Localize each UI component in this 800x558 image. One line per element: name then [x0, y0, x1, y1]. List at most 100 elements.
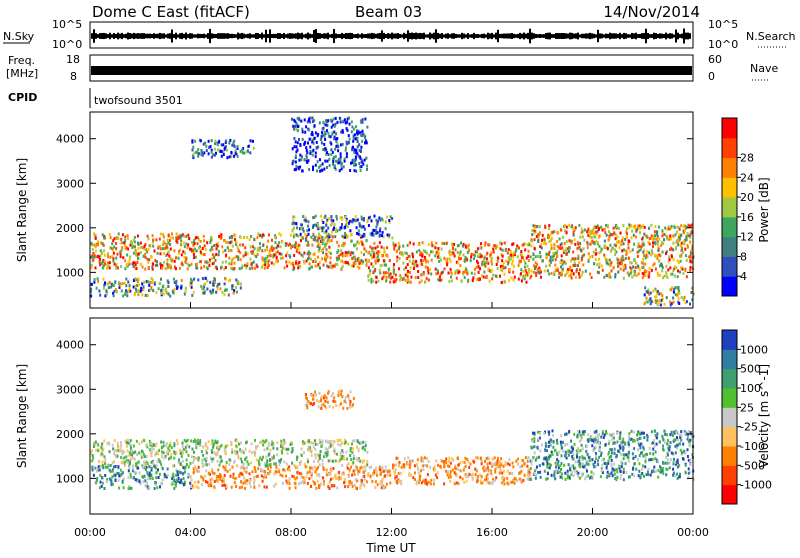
- echo-cell: [350, 458, 352, 461]
- echo-cell: [249, 151, 251, 154]
- echo-cell: [533, 271, 535, 274]
- echo-cell: [559, 237, 561, 240]
- nsky-sample: [379, 33, 381, 39]
- echo-cell: [619, 246, 621, 249]
- echo-cell: [251, 442, 253, 445]
- nsky-sample: [649, 34, 651, 38]
- nsky-sample: [271, 34, 273, 38]
- echo-cell: [314, 448, 316, 451]
- echo-cell: [684, 296, 686, 299]
- echo-cell: [673, 235, 675, 238]
- echo-cell: [353, 454, 355, 457]
- echo-cell: [309, 467, 311, 470]
- echo-cell: [203, 479, 205, 482]
- echo-cell: [353, 151, 355, 154]
- echo-cell: [214, 148, 216, 151]
- echo-cell: [228, 262, 230, 265]
- echo-cell: [282, 444, 284, 447]
- nsky-sample: [435, 29, 437, 43]
- echo-cell: [407, 279, 409, 282]
- echo-cell: [298, 118, 300, 121]
- echo-cell: [124, 236, 126, 239]
- echo-cell: [324, 135, 326, 138]
- echo-cell: [667, 276, 669, 279]
- nsky-sample: [551, 34, 553, 38]
- nave-tick-bottom: 0: [708, 70, 715, 83]
- echo-cell: [656, 230, 658, 233]
- echo-cell: [512, 255, 514, 258]
- echo-cell: [361, 133, 363, 136]
- echo-cell: [323, 168, 325, 171]
- echo-cell: [369, 246, 371, 249]
- cpid-value: twofsound 3501: [94, 94, 183, 107]
- echo-cell: [663, 303, 665, 306]
- echo-cell: [552, 446, 554, 449]
- echo-cell: [353, 164, 355, 167]
- echo-cell: [626, 227, 628, 230]
- echo-cell: [292, 264, 294, 267]
- nsky-sample: [425, 34, 427, 37]
- echo-cell: [419, 281, 421, 284]
- echo-cell: [251, 267, 253, 270]
- echo-cell: [208, 472, 210, 475]
- nsky-sample: [279, 33, 281, 39]
- echo-cell: [398, 247, 400, 250]
- echo-cell: [330, 478, 332, 481]
- echo-cell: [686, 259, 688, 262]
- echo-cell: [236, 255, 238, 258]
- echo-cell: [122, 233, 124, 236]
- echo-cell: [416, 264, 418, 267]
- nsky-sample: [629, 34, 631, 37]
- echo-cell: [445, 460, 447, 463]
- nsky-sample: [317, 33, 319, 39]
- echo-cell: [335, 215, 337, 218]
- nsky-sample: [167, 34, 169, 39]
- echo-cell: [289, 487, 291, 490]
- echo-cell: [665, 265, 667, 268]
- echo-cell: [103, 244, 105, 247]
- echo-cell: [307, 241, 309, 244]
- echo-cell: [133, 265, 135, 268]
- echo-cell: [206, 457, 208, 460]
- echo-cell: [180, 287, 182, 290]
- echo-cell: [313, 224, 315, 227]
- echo-cell: [448, 272, 450, 275]
- echo-cell: [317, 160, 319, 163]
- echo-cell: [252, 250, 254, 253]
- echo-cell: [325, 447, 327, 450]
- nsky-sample: [341, 33, 343, 39]
- echo-cell: [431, 259, 433, 262]
- nsky-sample: [569, 33, 571, 40]
- echo-cell: [193, 244, 195, 247]
- echo-cell: [229, 236, 231, 239]
- echo-cell: [173, 457, 175, 460]
- nsky-sample: [491, 33, 493, 39]
- nsky-sample: [281, 34, 283, 38]
- echo-cell: [295, 222, 297, 225]
- echo-cell: [627, 454, 629, 457]
- echo-cell: [331, 239, 333, 242]
- echo-cell: [407, 263, 409, 266]
- echo-cell: [571, 471, 573, 474]
- echo-cell: [337, 443, 339, 446]
- echo-cell: [433, 479, 435, 482]
- echo-cell: [234, 477, 236, 480]
- nsky-sample: [127, 33, 129, 40]
- echo-cell: [317, 263, 319, 266]
- echo-cell: [656, 238, 658, 241]
- echo-cell: [507, 470, 509, 473]
- echo-cell: [377, 231, 379, 234]
- echo-cell: [322, 163, 324, 166]
- echo-cell: [320, 450, 322, 453]
- echo-cell: [686, 238, 688, 241]
- echo-cell: [423, 249, 425, 252]
- echo-cell: [591, 444, 593, 447]
- echo-cell: [579, 268, 581, 271]
- echo-cell: [315, 131, 317, 134]
- echo-cell: [669, 266, 671, 269]
- echo-cell: [225, 446, 227, 449]
- echo-cell: [328, 251, 330, 254]
- echo-cell: [348, 134, 350, 137]
- echo-cell: [266, 260, 268, 263]
- echo-cell: [229, 468, 231, 471]
